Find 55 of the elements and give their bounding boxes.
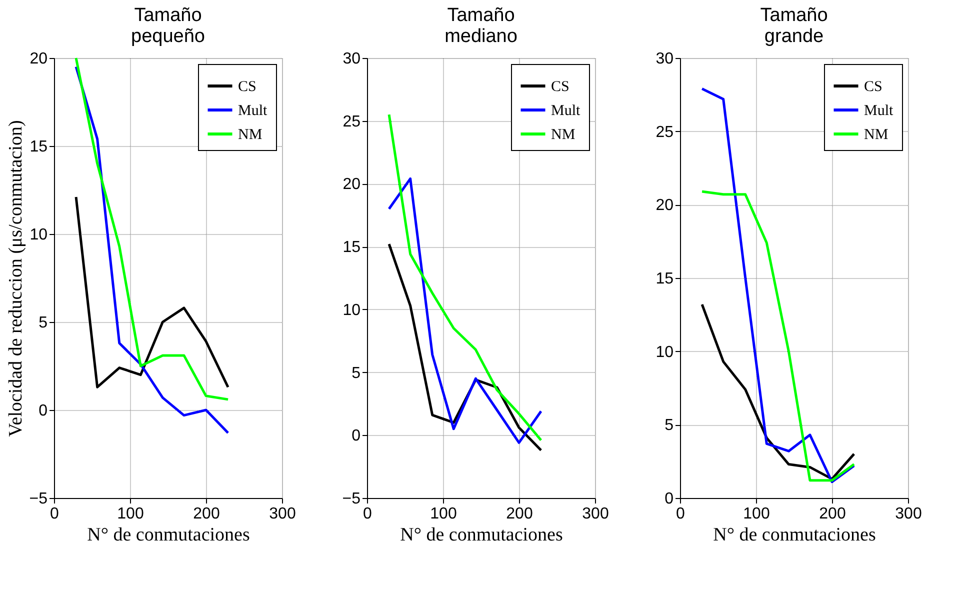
x-tick-label: 300: [269, 506, 296, 522]
x-axis-title: N° de conmutaciones: [400, 524, 563, 546]
y-tick-label: 5: [38, 314, 48, 332]
legend-label: NM: [551, 127, 576, 143]
y-tick-label: 5: [664, 417, 674, 434]
x-tick-label: 100: [117, 506, 144, 522]
legend-label: Mult: [238, 103, 268, 119]
y-tick-label: 30: [342, 50, 361, 68]
legend-label: NM: [238, 127, 262, 143]
y-tick-label: 20: [30, 50, 48, 68]
y-tick-label: 0: [664, 490, 674, 508]
legend-label: NM: [864, 127, 888, 143]
x-tick-label: 300: [895, 506, 922, 522]
x-tick-label: 200: [193, 506, 220, 522]
y-axis-title: Velocidad de reduccion (μs/conmutacion): [5, 120, 26, 437]
x-tick-label: 300: [582, 506, 609, 522]
legend-label: CS: [864, 79, 882, 95]
chart-title: Tamaño grande: [760, 5, 828, 47]
y-tick-label: 15: [656, 270, 674, 288]
line-series: [388, 113, 542, 442]
legend-label: Mult: [864, 103, 894, 119]
x-tick-label: 200: [819, 506, 846, 522]
x-axis-title: N° de conmutaciones: [87, 524, 250, 546]
y-tick-label: 25: [342, 113, 361, 130]
x-axis-title: N° de conmutaciones: [713, 524, 876, 546]
y-tick-label: −5: [342, 490, 361, 508]
x-tick-label: 200: [506, 506, 533, 522]
x-tick-label: 100: [430, 506, 457, 522]
y-tick-label: 15: [342, 239, 361, 256]
legend-label: CS: [238, 79, 256, 95]
legend-label: Mult: [551, 103, 582, 119]
line-series: [74, 196, 230, 388]
x-tick-label: 0: [363, 506, 372, 522]
y-tick-label: −5: [29, 490, 48, 508]
line-series: [700, 88, 856, 484]
x-tick-label: 0: [50, 506, 60, 522]
y-tick-label: 5: [352, 364, 361, 382]
y-tick-label: 15: [30, 138, 48, 156]
y-tick-label: 30: [656, 50, 674, 68]
x-tick-label: 100: [743, 506, 770, 522]
y-tick-label: 10: [656, 344, 674, 361]
chart-title: Tamaño pequeño: [131, 5, 205, 47]
y-tick-label: 10: [342, 302, 361, 319]
y-tick-label: 20: [342, 176, 361, 194]
y-tick-label: 25: [656, 124, 674, 141]
y-tick-label: 20: [656, 197, 674, 214]
chart-title: Tamaño mediano: [444, 5, 518, 47]
line-series: [700, 303, 856, 480]
y-tick-label: 0: [38, 402, 48, 420]
line-series: [388, 177, 542, 444]
y-tick-label: 10: [30, 226, 48, 244]
line-series: [700, 190, 856, 482]
legend-label: CS: [551, 79, 570, 95]
y-tick-label: 0: [352, 428, 361, 445]
x-tick-label: 0: [676, 506, 686, 522]
